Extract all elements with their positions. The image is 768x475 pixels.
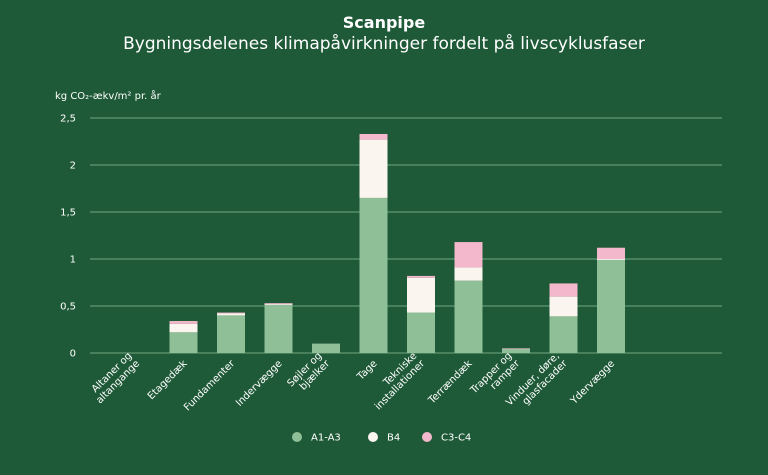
bar-segment bbox=[169, 321, 198, 324]
bar-segment bbox=[359, 197, 388, 353]
bar-segment bbox=[407, 277, 435, 313]
y-axis-ticks: 0 0,5 1 1,5 2 2,5 bbox=[60, 114, 76, 360]
bar-segment bbox=[359, 133, 388, 140]
x-tick-label: Fundamenter bbox=[182, 358, 238, 414]
bar-segment bbox=[549, 296, 578, 317]
bar-segment bbox=[597, 259, 625, 353]
bar-segment bbox=[217, 315, 245, 353]
bar-segment bbox=[264, 305, 293, 353]
chart-title: Scanpipe bbox=[342, 13, 426, 32]
legend-label: A1-A3 bbox=[311, 433, 341, 444]
bar-segment bbox=[312, 343, 340, 353]
x-tick-label-line: Indervægge bbox=[234, 358, 285, 409]
x-tick-label-line: Ydervægge bbox=[568, 358, 617, 407]
bar-segment bbox=[454, 267, 483, 281]
x-tick-label: Indervægge bbox=[234, 358, 285, 409]
bar-segment bbox=[597, 247, 625, 259]
bar-segment bbox=[407, 275, 435, 278]
chart-subtitle: Bygningsdelenes klimapåvirkninger fordel… bbox=[123, 34, 645, 54]
legend-item[interactable]: B4 bbox=[368, 432, 400, 444]
bar-segment bbox=[359, 139, 388, 198]
x-tick-label-line: Terrændæk bbox=[426, 358, 475, 407]
y-tick-label: 2,5 bbox=[60, 114, 76, 125]
bar-segment bbox=[549, 283, 578, 297]
x-tick-label-line: Tage bbox=[355, 358, 380, 383]
legend[interactable]: A1-A3 B4 C3-C4 bbox=[292, 432, 471, 444]
gridlines bbox=[90, 117, 722, 354]
x-tick-label: Terrændæk bbox=[426, 358, 475, 407]
y-axis-label: kg CO₂-ækv/m² pr. år bbox=[55, 89, 162, 102]
bar-segment bbox=[454, 242, 483, 268]
bar-segment bbox=[169, 323, 198, 333]
y-tick-label: 1 bbox=[70, 255, 76, 266]
y-tick-label: 2 bbox=[70, 161, 76, 172]
x-tick-label-line: Fundamenter bbox=[182, 358, 238, 414]
legend-label: C3-C4 bbox=[441, 433, 471, 444]
bar-segment bbox=[407, 312, 435, 353]
bar-segment bbox=[502, 349, 530, 353]
legend-marker bbox=[368, 432, 378, 442]
bar-segment bbox=[169, 332, 198, 353]
bar-segment bbox=[549, 316, 578, 353]
legend-item[interactable]: C3-C4 bbox=[422, 432, 471, 444]
legend-label: B4 bbox=[387, 433, 400, 444]
y-tick-label: 0 bbox=[70, 349, 76, 360]
x-tick-label-line: Etagedæk bbox=[146, 358, 190, 402]
bar-segment bbox=[502, 348, 530, 349]
legend-marker bbox=[422, 432, 432, 442]
bar-segment bbox=[264, 304, 293, 306]
x-tick-label: Ydervægge bbox=[568, 358, 617, 407]
bar-segment bbox=[597, 259, 625, 260]
y-tick-label: 0,5 bbox=[60, 302, 76, 313]
bar-segment bbox=[502, 348, 530, 350]
legend-marker bbox=[292, 432, 302, 442]
x-tick-label: Tage bbox=[355, 358, 380, 383]
bar-segment bbox=[217, 313, 245, 316]
x-tick-label: Etagedæk bbox=[146, 358, 190, 402]
bar-segment bbox=[454, 280, 483, 353]
bar-segment bbox=[217, 312, 245, 314]
legend-item[interactable]: A1-A3 bbox=[292, 432, 341, 444]
bar-segment bbox=[264, 303, 293, 305]
bars bbox=[169, 133, 625, 353]
y-tick-label: 1,5 bbox=[60, 208, 76, 219]
